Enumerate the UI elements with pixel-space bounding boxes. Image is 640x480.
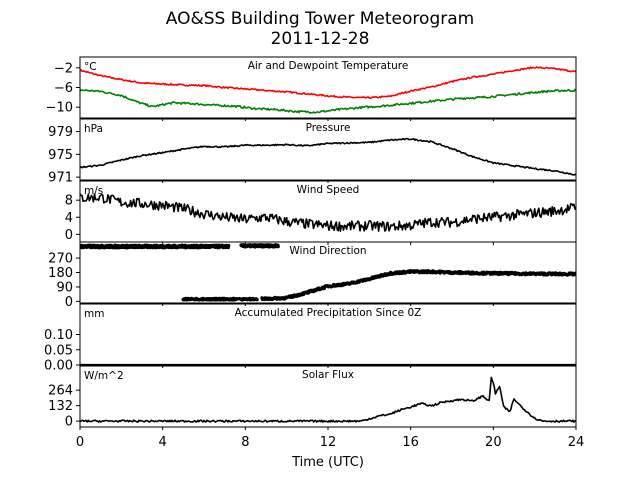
unit-label: m/s: [84, 185, 103, 197]
series-line-series: [80, 193, 576, 232]
y-tick-label: 0: [65, 228, 73, 243]
y-tick-label: 132: [48, 399, 73, 414]
y-tick-label: 90: [56, 280, 73, 295]
y-tick-label: 975: [48, 148, 73, 163]
y-tick-label: 0.00: [44, 359, 73, 374]
panel-title: Wind Speed: [297, 184, 360, 196]
plot-area: [80, 193, 576, 232]
x-tick-label: 4: [159, 435, 167, 450]
x-tick-label: 8: [241, 435, 249, 450]
y-tick-label: 4: [65, 211, 73, 226]
wind-direction-point: [226, 243, 231, 248]
wind-direction-points-north-gap: [239, 243, 280, 249]
x-axis-label: Time (UTC): [291, 455, 364, 470]
plot-area: [80, 66, 576, 114]
panel-5: 0.100.050.00 mm Accumulated Precipitation …: [44, 303, 577, 374]
y-tick-label: 0.05: [44, 343, 73, 358]
panel-2: 979 975 971 hPa Pressure: [48, 118, 577, 186]
plot-area: [80, 243, 576, 302]
x-tick-label: 0: [76, 435, 84, 450]
y-tick-label: 979: [48, 125, 73, 140]
wind-direction-points-low-band: [181, 296, 259, 302]
series-line-temperature: [80, 66, 576, 100]
y-tick-label: 8: [65, 194, 73, 209]
wind-direction-point: [276, 244, 280, 249]
panels: −2 −6 −10 °C Air and Dewpoint Temperature 979…: [44, 56, 577, 430]
y-tick-label: 0: [65, 295, 73, 310]
plot-area: [80, 376, 576, 423]
wind-direction-points-ramp: [260, 269, 576, 302]
x-tick-label: 16: [402, 435, 419, 450]
y-tick-label: −10: [46, 101, 73, 116]
plot-area: [80, 137, 576, 176]
y-tick-label: 270: [48, 252, 73, 267]
panel-title: Pressure: [306, 122, 351, 134]
unit-label: W/m^2: [84, 370, 124, 382]
y-tick-label: −2: [54, 61, 73, 76]
unit-label: °C: [84, 61, 97, 73]
unit-label: hPa: [84, 123, 103, 135]
y-tick-label: 264: [48, 384, 73, 399]
wind-direction-points-north-band: [80, 243, 231, 250]
y-tick-label: 971: [48, 171, 73, 186]
unit-label: mm: [84, 308, 104, 320]
panel-title: Solar Flux: [302, 369, 354, 381]
wind-direction-point: [234, 297, 239, 301]
panel-title: Wind Direction: [289, 245, 366, 257]
x-tick-label: 12: [320, 435, 337, 450]
series-line-series: [80, 376, 576, 423]
y-tick-label: 0: [65, 415, 73, 430]
panel-1: −2 −6 −10 °C Air and Dewpoint Temperature: [46, 56, 577, 121]
series-line-series: [80, 137, 576, 176]
panel-3: 8 4 0 m/s Wind Speed: [65, 180, 577, 245]
y-tick-label: 0.10: [44, 328, 73, 343]
y-tick-label: 180: [48, 266, 73, 281]
figure-title-line1: AO&SS Building Tower Meteorogram: [166, 9, 474, 29]
x-tick-label: 24: [568, 435, 585, 450]
figure-title-line2: 2011-12-28: [271, 29, 370, 49]
y-tick-label: −6: [54, 81, 73, 96]
panel-title: Air and Dewpoint Temperature: [248, 60, 409, 72]
panel-title: Accumulated Precipitation Since 0Z: [235, 307, 422, 319]
x-axis: 0 4 8 12 16 20 24: [76, 435, 584, 450]
x-tick-label: 20: [485, 435, 502, 450]
series-line-dewpoint: [80, 88, 576, 114]
wind-direction-point: [255, 297, 259, 302]
